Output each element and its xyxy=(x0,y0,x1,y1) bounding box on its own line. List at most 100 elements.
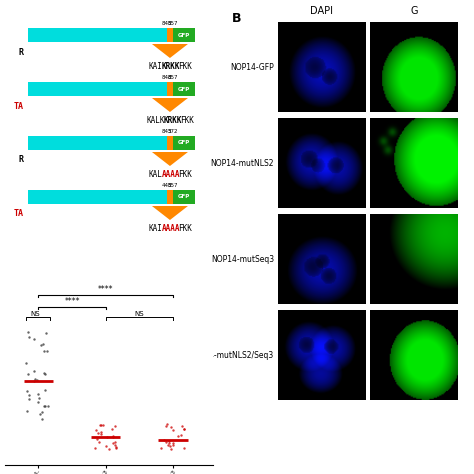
FancyBboxPatch shape xyxy=(173,28,195,42)
Text: ****: **** xyxy=(64,297,80,306)
Point xyxy=(178,422,185,430)
Point xyxy=(23,359,30,366)
Point xyxy=(42,329,50,337)
Point xyxy=(157,444,165,452)
Text: FKK: FKK xyxy=(178,170,192,179)
Point xyxy=(160,436,167,444)
Bar xyxy=(370,214,458,304)
Text: TA: TA xyxy=(14,101,24,110)
Text: TA: TA xyxy=(14,210,24,219)
Text: R: R xyxy=(19,155,24,164)
Point xyxy=(174,432,182,440)
Text: FKK: FKK xyxy=(181,116,194,125)
Text: 372: 372 xyxy=(168,129,179,134)
Point xyxy=(98,421,105,428)
Point xyxy=(112,445,119,452)
Polygon shape xyxy=(152,44,188,58)
Point xyxy=(111,438,119,446)
Point xyxy=(33,377,40,384)
Point xyxy=(30,377,38,385)
FancyBboxPatch shape xyxy=(28,28,166,42)
Point xyxy=(111,442,119,449)
Text: 845: 845 xyxy=(161,129,172,134)
FancyBboxPatch shape xyxy=(28,82,166,96)
Point xyxy=(25,333,33,341)
Point xyxy=(180,425,187,432)
Text: NS: NS xyxy=(135,311,144,317)
Point xyxy=(112,443,120,451)
Text: 857: 857 xyxy=(168,183,179,188)
Point xyxy=(41,386,48,393)
Point xyxy=(41,370,49,378)
Point xyxy=(23,387,31,394)
Point xyxy=(38,408,46,416)
Point xyxy=(44,347,51,355)
Point xyxy=(23,407,31,415)
Point xyxy=(37,342,45,349)
Point xyxy=(40,340,47,348)
Text: NS: NS xyxy=(30,311,40,317)
Point xyxy=(102,442,109,449)
Text: B: B xyxy=(232,12,241,25)
Text: KAI: KAI xyxy=(149,224,163,233)
Text: 857: 857 xyxy=(168,21,179,26)
Point xyxy=(105,446,113,453)
Point xyxy=(111,423,118,430)
Text: G: G xyxy=(410,6,418,16)
Point xyxy=(166,443,173,450)
Bar xyxy=(278,118,366,208)
FancyBboxPatch shape xyxy=(28,190,166,204)
Point xyxy=(94,435,101,442)
Point xyxy=(24,328,32,336)
Point xyxy=(97,430,105,438)
Point xyxy=(163,438,170,446)
Point xyxy=(164,441,172,449)
Text: NOP14-mutNLS2: NOP14-mutNLS2 xyxy=(210,158,274,167)
Text: GFP: GFP xyxy=(178,194,190,200)
Point xyxy=(100,421,107,429)
Point xyxy=(96,421,103,429)
Text: KAI: KAI xyxy=(149,62,163,71)
Text: AAAA: AAAA xyxy=(162,224,180,233)
Point xyxy=(167,445,175,453)
Text: KAL: KAL xyxy=(149,170,163,179)
Bar xyxy=(370,22,458,112)
Point xyxy=(163,420,171,428)
Bar xyxy=(370,118,458,208)
Point xyxy=(109,439,117,447)
Point xyxy=(25,391,33,398)
Point xyxy=(180,445,188,452)
Point xyxy=(44,402,52,410)
FancyBboxPatch shape xyxy=(166,136,173,150)
Text: R: R xyxy=(19,47,24,56)
Bar xyxy=(278,214,366,304)
Text: KRKK: KRKK xyxy=(162,62,180,71)
Text: KRKK: KRKK xyxy=(164,116,182,125)
Point xyxy=(40,347,48,355)
Point xyxy=(31,375,39,383)
Text: DAPI: DAPI xyxy=(310,6,334,16)
Point xyxy=(34,390,42,398)
Point xyxy=(36,410,44,418)
Point xyxy=(40,369,48,376)
Text: 445: 445 xyxy=(161,183,172,188)
Text: NOP14-GFP: NOP14-GFP xyxy=(230,63,274,72)
Point xyxy=(169,426,177,434)
Text: AAAA: AAAA xyxy=(162,170,180,179)
FancyBboxPatch shape xyxy=(166,28,173,42)
Point xyxy=(94,429,102,437)
FancyBboxPatch shape xyxy=(166,82,173,96)
Bar xyxy=(278,22,366,112)
Point xyxy=(103,433,110,440)
Point xyxy=(97,428,104,436)
Point xyxy=(35,399,42,406)
Text: NOP14-mutSeq3: NOP14-mutSeq3 xyxy=(211,255,274,264)
Text: 845: 845 xyxy=(161,21,172,26)
Point xyxy=(163,422,170,429)
Point xyxy=(24,370,32,378)
FancyBboxPatch shape xyxy=(28,136,166,150)
Point xyxy=(165,437,173,445)
Text: 848: 848 xyxy=(161,75,172,80)
Point xyxy=(30,367,38,375)
Point xyxy=(108,425,116,433)
